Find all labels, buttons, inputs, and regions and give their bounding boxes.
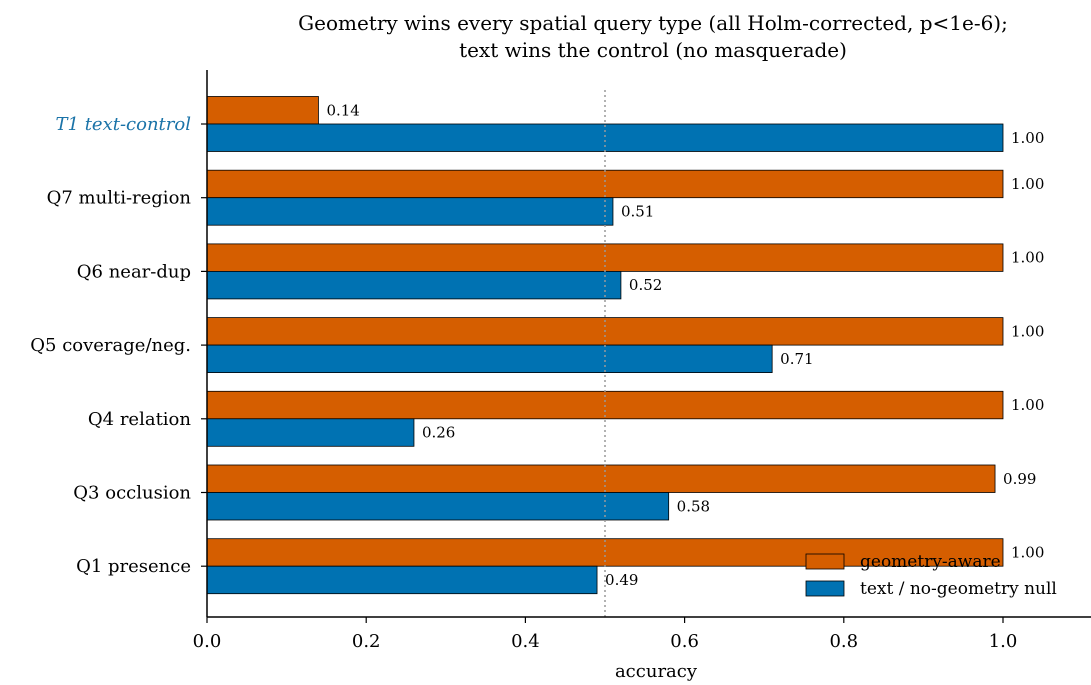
value-label-geometry-aware: 1.00 — [1011, 249, 1044, 267]
category-label: Q6 near-dup — [77, 261, 191, 282]
bar-text-null — [206, 418, 415, 447]
value-label-text-null: 0.71 — [780, 350, 813, 368]
bar-geometry-aware — [206, 96, 319, 125]
legend-label: text / no-geometry null — [860, 579, 1057, 599]
x-axis-label: accuracy — [615, 661, 698, 682]
value-label-geometry-aware: 1.00 — [1011, 396, 1044, 414]
legend-label: geometry-aware — [860, 552, 1001, 572]
value-label-geometry-aware: 0.14 — [326, 101, 359, 119]
category-label: Q3 occlusion — [73, 483, 191, 504]
x-tick-label: 0.6 — [670, 631, 699, 652]
bar-geometry-aware — [206, 243, 1004, 272]
bar-text-null — [206, 344, 773, 374]
y-axis: T1 text-control Q7 multi-region Q6 near-du… — [30, 70, 208, 617]
bar-text-null — [206, 270, 622, 300]
category-label: T1 text-control — [56, 114, 192, 135]
category-label: Q7 multi-region — [47, 188, 192, 209]
bar-geometry-aware — [206, 464, 996, 493]
legend: geometry-aware text / no-geometry null — [805, 552, 1057, 599]
x-tick-label: 0.0 — [193, 631, 222, 652]
category-label: Q4 relation — [88, 409, 192, 430]
bar-geometry-aware — [206, 169, 1004, 199]
value-label-geometry-aware: 1.00 — [1011, 175, 1044, 193]
chart-title-line: Geometry wins every spatial query type (… — [298, 11, 1008, 35]
category-label: Q1 presence — [76, 556, 191, 577]
x-tick-label: 0.4 — [511, 631, 540, 652]
bar-text-null — [206, 492, 670, 521]
value-label-text-null: 0.26 — [422, 424, 455, 442]
chart-title-line: text wins the control (no masquerade) — [459, 38, 847, 62]
value-label-geometry-aware: 1.00 — [1011, 322, 1044, 340]
bar-text-null — [206, 197, 614, 226]
value-label-text-null: 0.51 — [621, 202, 654, 220]
legend-swatch — [805, 580, 845, 597]
chart-title: Geometry wins every spatial query type (… — [298, 11, 1008, 62]
bar-text-null — [206, 565, 598, 595]
bar-text-null — [206, 123, 1004, 152]
value-label-text-null: 0.58 — [677, 497, 710, 515]
bars-group — [206, 96, 1004, 595]
value-label-text-null: 0.52 — [629, 276, 662, 294]
legend-swatch — [805, 553, 845, 570]
x-tick-label: 0.8 — [829, 631, 858, 652]
value-label-text-null: 0.49 — [605, 571, 638, 589]
value-label-text-null: 1.00 — [1011, 129, 1044, 147]
category-label: Q5 coverage/neg. — [30, 335, 191, 356]
value-label-geometry-aware: 1.00 — [1011, 543, 1044, 561]
x-axis: 0.0 0.2 0.4 0.6 0.8 1.0 — [193, 616, 1091, 652]
value-labels-group: 0.14 1.00 1.00 0.51 1.00 0.52 1.00 0.71 1.00 0.26… — [326, 101, 1044, 589]
value-label-geometry-aware: 0.99 — [1003, 470, 1036, 488]
x-tick-label: 1.0 — [989, 631, 1018, 652]
x-tick-label: 0.2 — [352, 631, 381, 652]
